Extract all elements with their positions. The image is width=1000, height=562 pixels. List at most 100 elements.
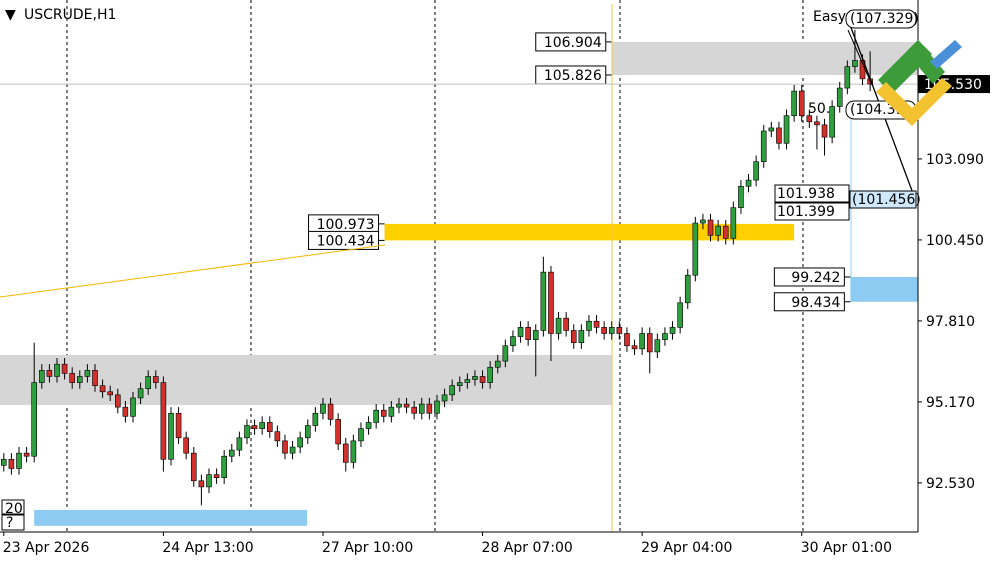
candle-body (441, 394, 448, 402)
zone (611, 41, 918, 75)
candle-body (69, 373, 75, 383)
candle-body (0, 458, 7, 466)
price-label: 105.826 (544, 68, 602, 84)
candle-body (31, 382, 37, 457)
candle-body (760, 130, 767, 162)
candle-body (168, 412, 174, 460)
zone (34, 509, 308, 526)
candle-body (434, 400, 440, 414)
candle-body (517, 327, 524, 337)
candle-body (228, 449, 235, 457)
candle-body (107, 391, 113, 396)
candle-body (8, 458, 15, 469)
candle-body (798, 90, 805, 116)
annotation: 50. (808, 101, 830, 117)
candle-body (639, 333, 645, 350)
candle-body (289, 446, 296, 454)
candle-body (684, 274, 691, 304)
candle-body (624, 333, 630, 347)
drawing-line (847, 29, 873, 86)
candle-body (320, 403, 326, 414)
candle-body (844, 66, 851, 89)
candle-body (593, 320, 600, 328)
price-label: 100.434 (317, 233, 375, 249)
candle-body (46, 370, 53, 377)
candle-body (221, 455, 227, 478)
y-tick-label: 95.170 (926, 395, 975, 411)
candle-body (472, 376, 478, 380)
candle-body (555, 317, 562, 334)
candle-body (700, 219, 706, 224)
candle-body (707, 219, 714, 236)
candle-body (768, 127, 775, 132)
candle-body (852, 60, 858, 67)
logo-part (906, 40, 945, 84)
candle-body (563, 317, 569, 331)
candle-body (183, 437, 189, 454)
candle-body (350, 440, 357, 463)
x-tick-label: 28 Apr 07:00 (482, 540, 573, 556)
x-tick-label: 27 Apr 10:00 (322, 540, 413, 556)
annotation-box (774, 184, 850, 203)
annotation: (101.456) (852, 192, 921, 208)
candle-body (586, 320, 592, 331)
candle-body (99, 385, 106, 393)
y-tick-label: 100.450 (926, 233, 984, 249)
candle-body (244, 425, 250, 439)
zone (384, 223, 795, 241)
logo (876, 40, 962, 126)
chart-title: USCRUDE,H1 (24, 7, 116, 23)
candle-body (654, 339, 661, 353)
candle-body (411, 406, 417, 414)
candle-body (190, 452, 197, 482)
candle-body (578, 330, 585, 344)
candle-body (92, 370, 98, 386)
price-label-box (535, 32, 607, 52)
candle-body (510, 336, 516, 347)
candle-body (198, 480, 205, 488)
axes: 92.530 95.170 97.810 100.450 103.090 23 Apr 2… (3, 152, 984, 556)
candle-body (282, 440, 288, 454)
candle-body (304, 425, 311, 439)
annotation: (107.329) (850, 11, 919, 27)
annotation: 20 (5, 501, 23, 517)
annotation: 101.938 (777, 186, 835, 202)
candle-body (662, 333, 668, 340)
annotations: Easy Order(107.329)(104.3950.101.938101.… (1, 9, 921, 531)
candle-body (631, 345, 638, 350)
candle-body (251, 425, 258, 429)
x-tick-label: 24 Apr 13:00 (162, 540, 253, 556)
candle-body (745, 179, 752, 187)
y-tick-label: 97.810 (926, 314, 975, 330)
candle-body (16, 452, 22, 469)
x-tick-label: 29 Apr 04:00 (641, 540, 732, 556)
candle-body (114, 394, 121, 408)
candle-body (137, 388, 144, 399)
candle-body (84, 370, 91, 377)
trend-line (0, 244, 386, 298)
candle-body (502, 345, 509, 362)
candle-body (669, 327, 676, 334)
x-tick-label: 30 Apr 01:00 (801, 540, 892, 556)
candle-body (570, 330, 577, 344)
candle-body (616, 327, 623, 334)
candle-body (456, 382, 463, 386)
candle-body (677, 302, 683, 328)
logo-part (876, 78, 952, 126)
zone (0, 354, 612, 405)
price-label: 100.973 (317, 217, 375, 233)
period-separators (66, 0, 804, 532)
price-label-box (308, 230, 380, 250)
candle-body (236, 437, 243, 451)
candle-body (145, 376, 151, 390)
candle-body (365, 422, 372, 429)
candle-body (213, 474, 220, 478)
zone (850, 276, 918, 302)
candle-body (266, 422, 273, 432)
candle-body (23, 452, 30, 457)
candle-body (274, 431, 281, 442)
candle-body (738, 185, 744, 209)
candle-body (259, 422, 265, 429)
candle-body (76, 376, 83, 383)
